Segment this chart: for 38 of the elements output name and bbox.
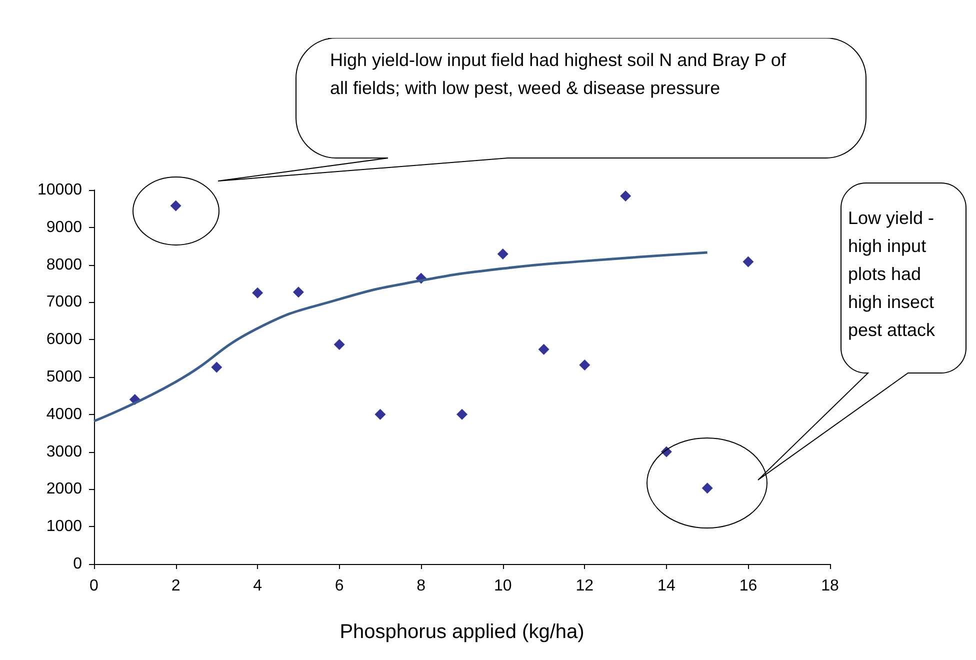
point xyxy=(292,286,304,298)
y-tick-label: 3000 xyxy=(46,443,82,460)
x-tick-label: 16 xyxy=(739,578,758,594)
y-tick-label: 2000 xyxy=(46,480,82,498)
x-tick-label: 18 xyxy=(821,578,839,594)
text: Low yield - high input plots had high insect pest attack xyxy=(848,207,936,342)
point xyxy=(702,482,713,494)
y-tick-label: 6000 xyxy=(46,331,82,348)
y-tick-label: 5000 xyxy=(46,368,82,386)
y-tick-label: 1000 xyxy=(46,518,82,536)
y-tick-label: 0 xyxy=(73,556,82,572)
text: High yield-low input field had highest soil N and Bray P of all fields; with low pest, weed & disease pressure xyxy=(330,49,787,100)
x-tick-label: 0 xyxy=(90,578,99,594)
point xyxy=(170,200,182,212)
point xyxy=(334,338,345,350)
x-tick-label: 8 xyxy=(416,578,426,594)
point xyxy=(579,360,590,371)
y-tick-label: 8000 xyxy=(46,256,82,274)
point xyxy=(374,408,386,420)
y-tick-label: 4000 xyxy=(46,406,82,423)
x-tick-label: 14 xyxy=(658,578,676,594)
x-tick-label: 2 xyxy=(171,578,180,594)
point xyxy=(211,362,222,373)
line-series xyxy=(92,251,709,422)
point xyxy=(620,190,632,202)
y-tick-label: 9000 xyxy=(46,218,82,236)
y-tick-label: 7000 xyxy=(46,294,82,311)
x-tick-label: 6 xyxy=(334,578,344,594)
x-axis-title: Phosphorus applied (kg/ha) xyxy=(340,621,584,643)
point xyxy=(497,248,508,260)
point xyxy=(742,256,754,268)
x-tick-label: 10 xyxy=(494,578,512,594)
point xyxy=(538,344,550,355)
y-tick-label: 10000 xyxy=(38,182,82,198)
x-tick-label: 4 xyxy=(253,578,262,594)
point xyxy=(456,408,468,420)
point xyxy=(252,287,264,298)
x-tick-label: 12 xyxy=(576,578,594,594)
